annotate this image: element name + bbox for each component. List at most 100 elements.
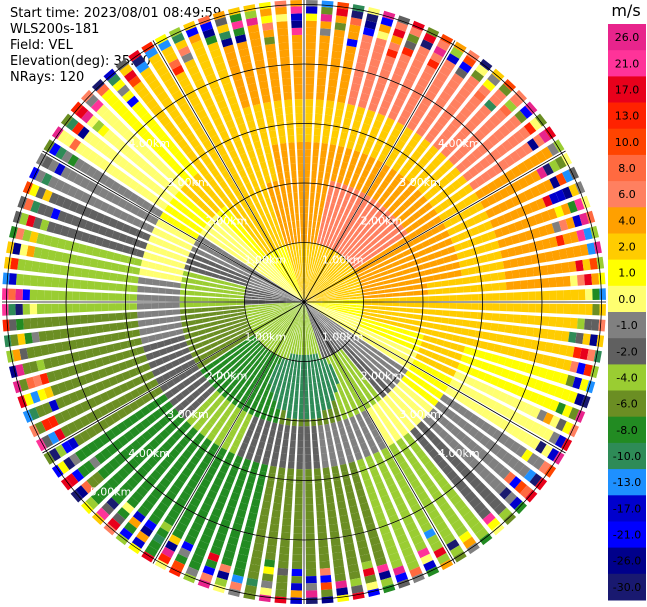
velocity-gate: [140, 418, 151, 429]
velocity-gate: [168, 534, 182, 546]
velocity-gate: [318, 251, 323, 260]
velocity-gate: [388, 273, 397, 279]
velocity-gate: [361, 426, 370, 435]
velocity-gate: [381, 62, 393, 72]
velocity-gate: [152, 59, 166, 71]
velocity-gate: [122, 462, 135, 475]
velocity-gate: [365, 139, 374, 149]
velocity-gate: [324, 114, 333, 123]
velocity-gate: [318, 329, 324, 337]
velocity-gate: [253, 236, 260, 244]
velocity-gate: [411, 320, 420, 326]
velocity-gate: [480, 171, 492, 183]
velocity-gate: [288, 266, 293, 274]
velocity-gate: [136, 157, 147, 169]
velocity-gate: [458, 259, 468, 268]
velocity-gate: [50, 384, 61, 396]
velocity-gate: [334, 262, 342, 270]
velocity-gate: [407, 336, 416, 344]
velocity-gate: [453, 443, 465, 455]
velocity-gate: [284, 496, 293, 505]
velocity-gate: [336, 332, 344, 340]
velocity-gate: [210, 321, 219, 327]
velocity-gate: [364, 162, 373, 172]
velocity-gate: [154, 333, 163, 341]
velocity-gate: [413, 83, 426, 95]
velocity-gate: [376, 318, 384, 323]
velocity-gate: [212, 381, 221, 390]
velocity-gate: [307, 333, 310, 341]
velocity-gate: [135, 249, 145, 258]
velocity-gate: [247, 318, 255, 324]
velocity-gate: [241, 419, 250, 429]
velocity-gate: [423, 403, 434, 413]
velocity-gate: [201, 390, 211, 400]
velocity-gate: [276, 430, 283, 439]
velocity-gate: [306, 300, 315, 302]
velocity-gate: [163, 181, 174, 192]
velocity-gate: [424, 365, 434, 374]
velocity-gate: [210, 168, 220, 178]
velocity-gate: [342, 441, 351, 450]
velocity-gate: [64, 213, 74, 225]
velocity-gate: [213, 224, 222, 233]
velocity-gate: [369, 283, 377, 288]
velocity-gate: [539, 265, 549, 276]
velocity-gate: [83, 460, 96, 474]
velocity-gate: [514, 89, 527, 103]
velocity-gate: [342, 273, 350, 279]
velocity-gate: [354, 344, 362, 352]
velocity-gate: [271, 337, 277, 345]
velocity-gate: [91, 79, 105, 92]
velocity-gate: [256, 217, 264, 225]
velocity-gate: [391, 376, 401, 385]
velocity-gate: [91, 247, 101, 257]
velocity-gate: [555, 234, 565, 247]
velocity-gate: [305, 134, 312, 143]
velocity-gate: [182, 270, 191, 277]
velocity-gate: [355, 182, 363, 191]
velocity-gate: [354, 429, 363, 438]
velocity-gate: [306, 13, 318, 21]
velocity-gate: [542, 428, 554, 441]
velocity-gate: [159, 383, 170, 393]
velocity-gate: [285, 417, 291, 426]
velocity-gate: [469, 496, 482, 509]
velocity-gate: [161, 372, 171, 382]
velocity-gate: [268, 130, 277, 139]
velocity-gate: [310, 404, 315, 412]
velocity-gate: [255, 170, 263, 179]
velocity-gate: [352, 519, 363, 529]
velocity-gate: [491, 313, 500, 322]
velocity-gate: [207, 376, 217, 385]
velocity-gate: [181, 173, 192, 183]
velocity-gate: [365, 455, 374, 465]
velocity-gate: [362, 251, 370, 258]
velocity-gate: [94, 357, 104, 368]
velocity-gate: [73, 315, 81, 325]
velocity-gate: [47, 343, 57, 355]
velocity-gate: [304, 347, 307, 355]
velocity-gate: [87, 359, 97, 370]
velocity-gate: [381, 470, 392, 481]
velocity-gate: [486, 194, 497, 206]
velocity-gate: [196, 484, 208, 495]
velocity-gate: [356, 207, 364, 216]
velocity-gate: [392, 405, 401, 415]
velocity-gate: [521, 291, 529, 301]
velocity-gate: [359, 360, 367, 368]
velocity-gate: [462, 422, 474, 433]
velocity-gate: [274, 437, 282, 446]
velocity-gate: [364, 204, 373, 213]
velocity-gate: [561, 186, 573, 200]
velocity-gate: [327, 86, 337, 95]
velocity-gate: [364, 416, 373, 426]
velocity-gate: [177, 472, 189, 484]
velocity-gate: [374, 176, 383, 186]
velocity-gate: [15, 273, 24, 286]
velocity-gate: [403, 466, 414, 477]
velocity-gate: [572, 346, 582, 359]
velocity-gate: [81, 501, 94, 515]
velocity-gate: [371, 51, 383, 61]
velocity-gate: [208, 307, 216, 312]
